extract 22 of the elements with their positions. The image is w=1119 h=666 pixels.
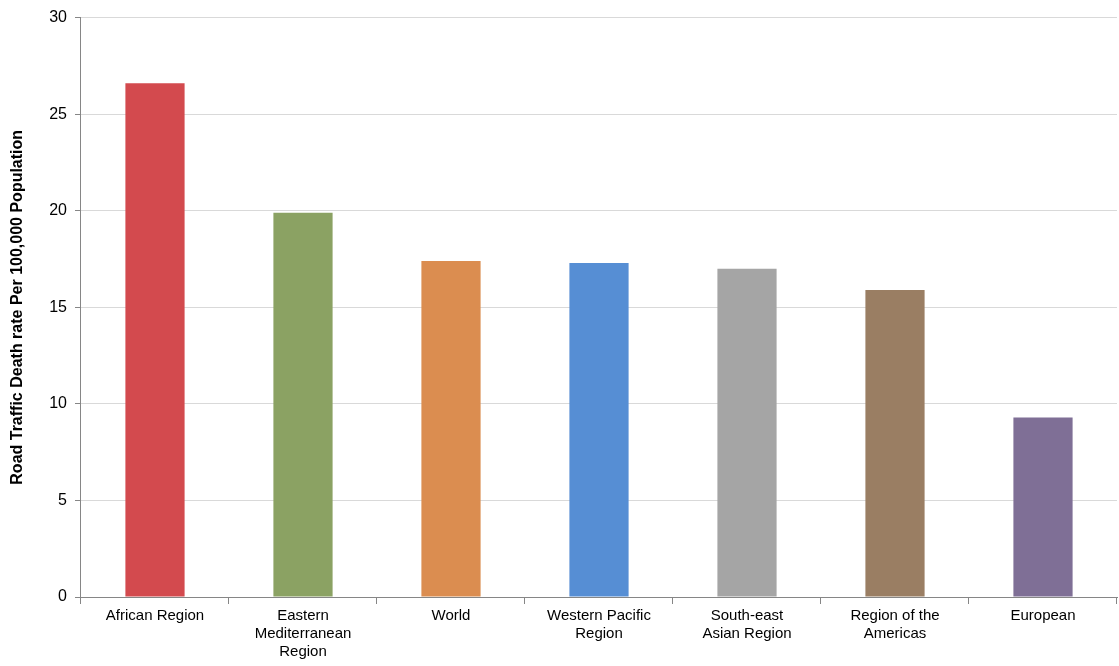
y-tick-label: 15 [49,297,68,315]
y-tick-label: 10 [49,394,68,412]
y-tick-label: 0 [58,587,68,605]
y-tick-label: 20 [49,201,68,219]
bar [1013,417,1073,597]
bar [865,289,925,597]
y-axis-title: Road Traffic Death rate Per 100,000 Population [8,129,26,485]
y-tick-label: 5 [58,490,68,508]
x-tick-label: African Region [105,606,205,624]
y-tick-label: 25 [49,104,68,122]
y-tick-label: 30 [49,8,68,26]
x-tick-label: Western Pacific Region [547,606,652,642]
x-tick-label: World [431,606,471,624]
bar [569,262,629,597]
bar [273,212,333,597]
x-tick-label: South-east Asian Region [702,606,792,642]
bar [717,268,777,597]
bar [125,83,185,597]
x-tick-label: Region of the Americas [850,606,940,642]
x-tick-label: European [1010,606,1076,624]
x-tick-label: Eastern Mediterranean Region [254,606,352,660]
bar [421,260,481,597]
